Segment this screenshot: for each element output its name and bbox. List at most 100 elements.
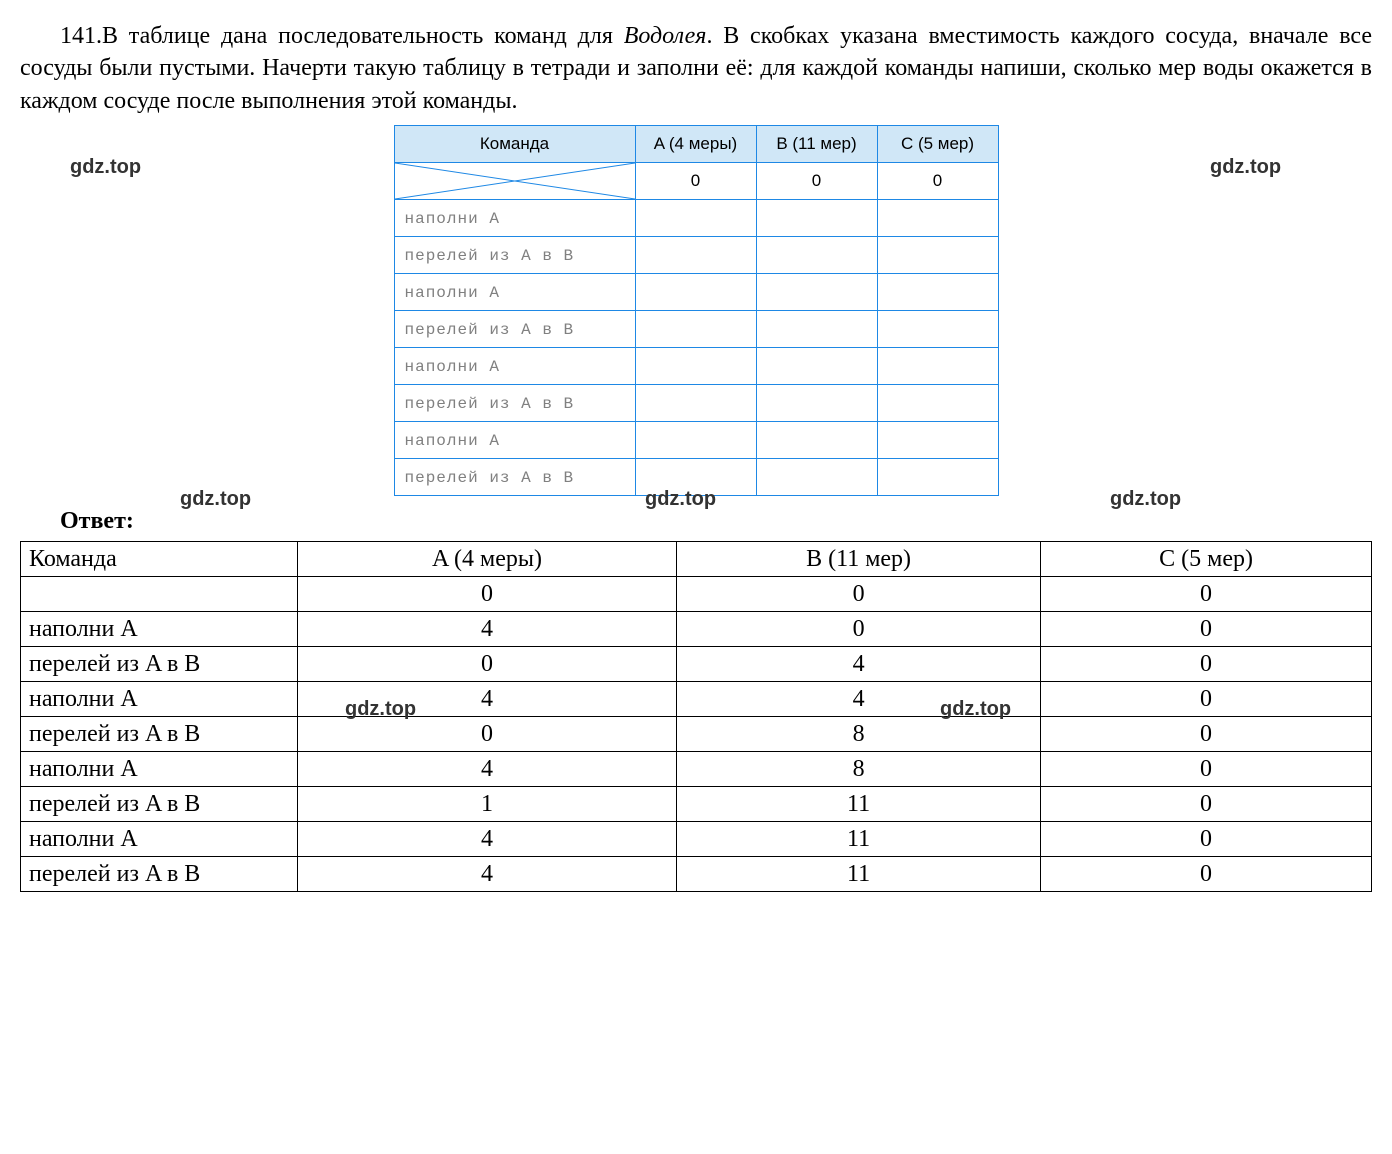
- watermark: gdz.top: [345, 698, 416, 721]
- cell-b: 4: [677, 647, 1041, 682]
- cell-c: 0: [877, 163, 998, 200]
- cell-b: 11: [677, 787, 1041, 822]
- problem-italic: Водолея: [624, 23, 707, 49]
- cell-b: [756, 385, 877, 422]
- table-row: перелей из A в B 4 11 0: [21, 857, 1372, 892]
- cell-a: [635, 385, 756, 422]
- table-row: 0 0 0: [394, 163, 998, 200]
- table-row: перелей из A в B 1 11 0: [21, 787, 1372, 822]
- table-row: перелей из A в B 0 4 0: [21, 647, 1372, 682]
- watermark: gdz.top: [180, 488, 251, 511]
- cell-a: 0: [298, 577, 677, 612]
- table-row: наполни A 4 8 0: [21, 752, 1372, 787]
- cell-a: 4: [298, 752, 677, 787]
- cell-c: [877, 385, 998, 422]
- answer-label: Ответ:: [60, 508, 1372, 535]
- cell-cmd: наполни A: [21, 752, 298, 787]
- table-row: 0 0 0: [21, 577, 1372, 612]
- cell-a: [635, 422, 756, 459]
- problem-line3: Начерти такую таблицу в тетради и заполн…: [262, 55, 1066, 81]
- cell-a: [635, 311, 756, 348]
- crossed-cell: [394, 163, 635, 200]
- cell-b: 0: [677, 577, 1041, 612]
- cell-a: 0: [298, 647, 677, 682]
- cell-c: [877, 237, 998, 274]
- cell-cmd: перелей из A в B: [21, 787, 298, 822]
- cell-c: 0: [1041, 682, 1372, 717]
- cell-c: 0: [1041, 612, 1372, 647]
- table-row: наполни A 4 0 0: [21, 612, 1372, 647]
- table-row: наполни A: [394, 348, 998, 385]
- watermark: gdz.top: [645, 488, 716, 511]
- cell-b: 0: [677, 612, 1041, 647]
- watermark: gdz.top: [940, 698, 1011, 721]
- table-row: перелей из A в B: [394, 385, 998, 422]
- problem-line1b: . В скобках: [706, 23, 829, 49]
- cell-c: [877, 459, 998, 496]
- problem-text: 141.В таблице дана последовательность ко…: [20, 20, 1372, 117]
- th-a: A (4 меры): [298, 542, 677, 577]
- table-header-row: Команда A (4 меры) B (11 мер) C (5 мер): [21, 542, 1372, 577]
- cell-cmd: перелей из A в B: [394, 385, 635, 422]
- cell-c: 0: [1041, 752, 1372, 787]
- table-header-row: Команда A (4 меры) B (11 мер) C (5 мер): [394, 126, 998, 163]
- input-table: Команда A (4 меры) B (11 мер) C (5 мер) …: [394, 125, 999, 496]
- cell-cmd: перелей из A в B: [394, 237, 635, 274]
- problem-number: 141.: [60, 23, 102, 49]
- cell-b: 11: [677, 822, 1041, 857]
- cell-b: [756, 422, 877, 459]
- th-command: Команда: [394, 126, 635, 163]
- cell-c: [877, 311, 998, 348]
- cell-b: [756, 274, 877, 311]
- cell-c: 0: [1041, 647, 1372, 682]
- answer-table: Команда A (4 меры) B (11 мер) C (5 мер) …: [20, 541, 1372, 892]
- page-container: 141.В таблице дана последовательность ко…: [20, 20, 1372, 892]
- cell-a: 0: [298, 717, 677, 752]
- cell-b: [756, 311, 877, 348]
- cell-b: [756, 459, 877, 496]
- table-row: наполни A 4 11 0: [21, 822, 1372, 857]
- watermark: gdz.top: [1110, 488, 1181, 511]
- table-row: наполни A: [394, 200, 998, 237]
- cell-a: 4: [298, 857, 677, 892]
- cell-b: [756, 237, 877, 274]
- cell-cmd: перелей из A в B: [394, 459, 635, 496]
- cell-c: 0: [1041, 857, 1372, 892]
- th-c: C (5 мер): [877, 126, 998, 163]
- cell-a: [635, 348, 756, 385]
- th-a: A (4 меры): [635, 126, 756, 163]
- cell-c: 0: [1041, 717, 1372, 752]
- cell-b: [756, 348, 877, 385]
- cell-cmd: перелей из A в B: [21, 857, 298, 892]
- cell-a: 4: [298, 612, 677, 647]
- cell-cmd: перелей из A в B: [21, 647, 298, 682]
- problem-line1a: В таблице дана последовательность команд…: [102, 23, 624, 49]
- table-row: наполни A: [394, 274, 998, 311]
- cell-a: [635, 200, 756, 237]
- table-row: наполни A 4 4 0: [21, 682, 1372, 717]
- cell-a: 0: [635, 163, 756, 200]
- input-table-wrapper: Команда A (4 меры) B (11 мер) C (5 мер) …: [20, 125, 1372, 496]
- cell-cmd: наполни A: [394, 422, 635, 459]
- cell-a: 1: [298, 787, 677, 822]
- cell-cmd: наполни A: [21, 612, 298, 647]
- cell-b: 8: [677, 752, 1041, 787]
- cell-cmd: наполни A: [394, 274, 635, 311]
- cell-b: [756, 200, 877, 237]
- cell-a: 4: [298, 822, 677, 857]
- table-row: наполни A: [394, 422, 998, 459]
- cell-c: 0: [1041, 787, 1372, 822]
- cell-b: 0: [756, 163, 877, 200]
- cell-a: [635, 237, 756, 274]
- cell-b: 11: [677, 857, 1041, 892]
- cross-icon: [395, 163, 635, 199]
- table-row: перелей из A в B 0 8 0: [21, 717, 1372, 752]
- cell-c: 0: [1041, 822, 1372, 857]
- cell-cmd: наполни A: [21, 682, 298, 717]
- table-row: перелей из A в B: [394, 237, 998, 274]
- table-row: перелей из A в B: [394, 311, 998, 348]
- cell-c: [877, 200, 998, 237]
- th-b: B (11 мер): [756, 126, 877, 163]
- th-c: C (5 мер): [1041, 542, 1372, 577]
- cell-c: 0: [1041, 577, 1372, 612]
